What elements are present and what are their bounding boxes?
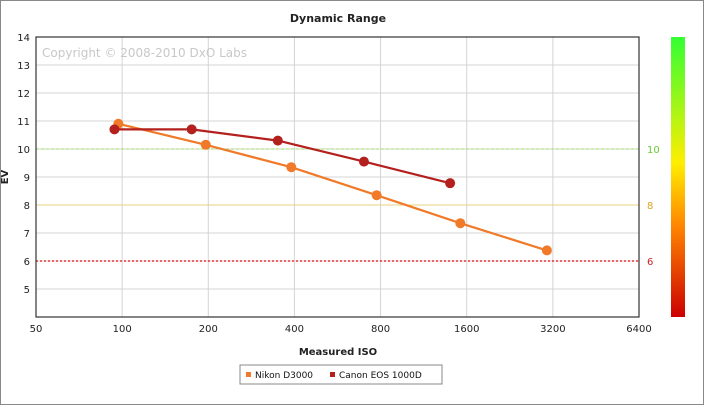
data-point-1-1 [186,124,197,135]
data-point-1-3 [358,156,369,167]
copyright-watermark: Copyright © 2008-2010 DxO Labs [42,46,247,60]
y-tick-label: 11 [17,117,30,128]
x-tick-label: 3200 [540,324,565,335]
x-tick-label: 50 [30,324,43,335]
y-tick-label: 9 [24,173,30,184]
data-point-0-2 [286,162,297,173]
legend-label: Canon EOS 1000D [339,371,422,381]
y-tick-label: 6 [24,257,30,268]
plot-border [35,36,640,318]
series-line-0 [118,122,548,252]
y-axis-title: EV [0,169,11,184]
data-point-0-4 [455,218,466,229]
y-tick-label: 5 [24,285,30,296]
x-axis-title: Measured ISO [299,347,377,358]
data-point-1-2 [272,135,283,146]
legend-swatch [246,372,251,377]
ev-color-scale-bar [671,37,685,317]
x-tick-label: 1600 [454,324,479,335]
data-point-0-5 [541,245,552,256]
right-scale-label: 6 [647,257,653,268]
right-scale-label: 8 [647,201,653,212]
y-tick-label: 13 [17,61,30,72]
legend-swatch [330,372,335,377]
y-tick-label: 10 [17,145,30,156]
data-point-0-1 [200,139,211,150]
y-tick-label: 12 [17,89,30,100]
y-tick-label: 14 [17,33,30,44]
data-point-1-0 [109,124,120,135]
data-point-1-4 [445,178,456,189]
legend-label: Nikon D3000 [255,371,313,381]
y-tick-label: 7 [24,229,30,240]
x-tick-label: 800 [371,324,390,335]
x-tick-label: 200 [199,324,218,335]
chart-title: Dynamic Range [290,12,386,25]
y-tick-label: 8 [24,201,30,212]
data-point-0-3 [371,190,382,201]
x-tick-label: 100 [113,324,132,335]
legend-box [239,364,443,385]
right-scale-label: 10 [647,145,660,156]
x-tick-label: 6400 [626,324,651,335]
x-tick-label: 400 [285,324,304,335]
legend: Nikon D3000 Canon EOS 1000D [239,364,443,385]
